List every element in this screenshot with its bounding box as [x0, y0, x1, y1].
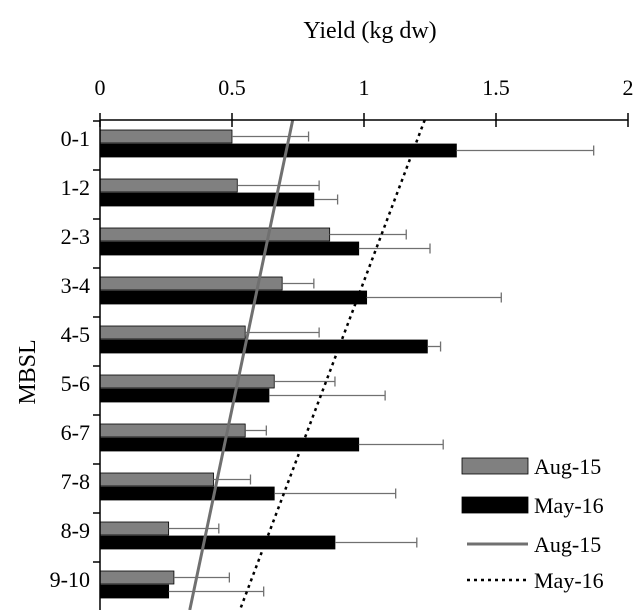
bar — [99, 437, 360, 452]
bar — [99, 535, 336, 550]
legend-label: Aug-15 — [534, 454, 601, 479]
y-tick-label: 8-9 — [61, 518, 90, 543]
bar — [99, 192, 315, 207]
legend-label: Aug-15 — [534, 532, 601, 557]
bar — [99, 339, 428, 354]
bar — [99, 423, 246, 438]
y-tick-label: 9-10 — [50, 567, 90, 592]
trend-line — [188, 119, 295, 610]
bar — [99, 388, 270, 403]
bar — [99, 584, 170, 599]
bar — [99, 276, 283, 291]
y-axis-title: MBSL — [15, 339, 41, 404]
x-axis-ticks: 0 0.5 1 1.5 2 — [95, 75, 634, 127]
y-tick-label: 7-8 — [61, 469, 90, 494]
x-tick-label: 2 — [623, 75, 634, 100]
bar — [99, 241, 360, 256]
legend-label: May-16 — [534, 568, 604, 593]
y-tick-label: 5-6 — [61, 371, 90, 396]
y-axis-ticks: 0-1 1-2 2-3 3-4 4-5 5-6 6-7 7-8 8-9 9-10 — [50, 120, 100, 592]
y-tick-label: 2-3 — [61, 224, 90, 249]
legend-swatch — [461, 496, 529, 514]
legend: Aug-15 May-16 Aug-15 May-16 — [461, 454, 604, 593]
y-tick-label: 4-5 — [61, 322, 90, 347]
bar — [99, 290, 368, 305]
x-axis-title: Yield (kg dw) — [303, 18, 436, 44]
trend-line — [238, 119, 426, 610]
y-tick-label: 3-4 — [61, 273, 90, 298]
bar — [99, 325, 246, 340]
x-tick-label: 0 — [95, 75, 106, 100]
plot-area — [99, 119, 595, 610]
bar — [99, 374, 275, 389]
bar — [99, 486, 275, 501]
legend-swatch — [461, 457, 529, 475]
bar — [99, 472, 214, 487]
x-tick-label: 1 — [359, 75, 370, 100]
x-tick-label: 0.5 — [218, 75, 246, 100]
y-tick-label: 6-7 — [61, 420, 90, 445]
legend-label: May-16 — [534, 493, 604, 518]
bar — [99, 178, 238, 193]
bar — [99, 143, 457, 158]
bar — [99, 129, 233, 144]
bar — [99, 570, 175, 585]
y-tick-label: 1-2 — [61, 175, 90, 200]
bar — [99, 521, 170, 536]
y-tick-label: 0-1 — [61, 126, 90, 151]
x-tick-label: 1.5 — [482, 75, 510, 100]
bar — [99, 227, 331, 242]
